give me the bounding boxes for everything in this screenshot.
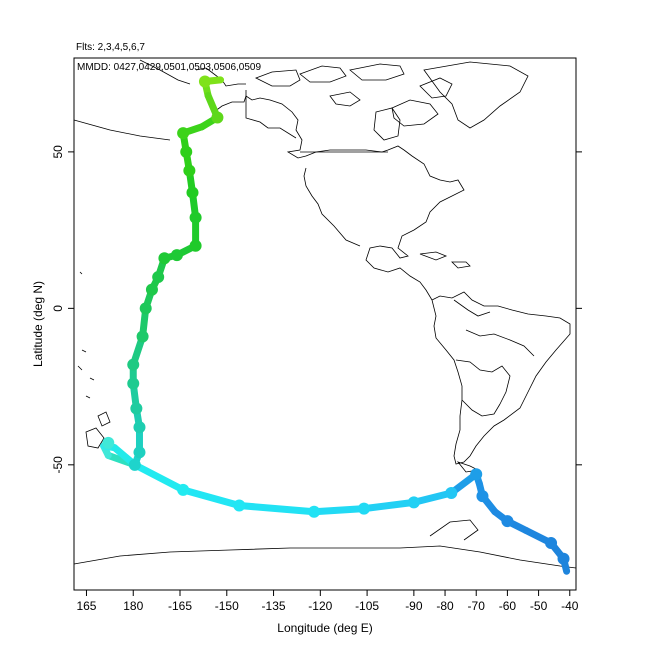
y-tick-label: 0 xyxy=(51,305,65,312)
stop-marker xyxy=(133,421,146,434)
stop-marker xyxy=(545,537,558,550)
stop-marker xyxy=(501,515,514,528)
stop-marker xyxy=(189,239,202,252)
flight-stop-markers xyxy=(102,75,570,565)
x-tick-label: -70 xyxy=(468,599,486,613)
track-segment xyxy=(131,461,187,494)
stop-marker xyxy=(130,402,143,415)
x-tick-label: -80 xyxy=(436,599,454,613)
x-tick-label: -60 xyxy=(499,599,517,613)
y-tick-label: -50 xyxy=(51,456,65,474)
coastline-map xyxy=(73,59,577,569)
stop-marker xyxy=(127,358,140,371)
stop-marker xyxy=(170,249,183,262)
x-tick-label: -165 xyxy=(168,599,192,613)
stop-marker xyxy=(198,75,211,88)
stop-marker xyxy=(189,211,202,224)
x-tick-label: -135 xyxy=(262,599,286,613)
stop-marker xyxy=(136,330,149,343)
y-axis: 50 0 -50 xyxy=(51,145,582,474)
track-segment xyxy=(179,486,243,510)
y-tick-label: 50 xyxy=(51,145,65,159)
stop-marker xyxy=(183,164,196,177)
track-segment xyxy=(235,502,318,516)
x-tick-label: -120 xyxy=(308,599,332,613)
x-tick-label: -50 xyxy=(530,599,548,613)
stop-marker xyxy=(152,271,165,284)
x-axis-title: Longitude (deg E) xyxy=(277,621,372,635)
stop-marker xyxy=(233,499,246,512)
stop-marker xyxy=(186,186,199,199)
stop-marker xyxy=(139,302,152,315)
y-axis-title: Latitude (deg N) xyxy=(31,281,45,367)
stop-marker xyxy=(470,468,483,481)
x-tick-label: -105 xyxy=(355,599,379,613)
x-axis: 165 180 -165 -150 -135 -120 -105 -90 -80 -70 -60 -5… xyxy=(76,590,579,613)
x-tick-label: -90 xyxy=(405,599,423,613)
stop-marker xyxy=(127,377,140,390)
stop-marker xyxy=(476,490,489,503)
stop-marker xyxy=(557,552,570,565)
stop-marker xyxy=(180,145,193,158)
stop-marker xyxy=(145,283,158,296)
stop-marker xyxy=(133,446,146,459)
stop-marker xyxy=(211,111,224,124)
stop-marker xyxy=(445,486,458,499)
dates-label: MMDD: 0427,0429,0501,0503,0506,0509 xyxy=(77,62,261,73)
track-segment xyxy=(310,505,368,516)
stop-marker xyxy=(177,483,190,496)
track-segment xyxy=(360,498,418,513)
x-tick-label: 165 xyxy=(76,599,96,613)
stop-marker xyxy=(177,127,190,140)
stop-marker xyxy=(128,458,141,471)
x-tick-label: 180 xyxy=(123,599,143,613)
stop-marker xyxy=(407,496,420,509)
stop-marker xyxy=(158,252,171,265)
stop-marker xyxy=(102,436,115,449)
x-tick-label: -150 xyxy=(215,599,239,613)
x-tick-label: -40 xyxy=(561,599,579,613)
plot-frame xyxy=(73,57,577,591)
track-segment xyxy=(410,489,455,506)
stop-marker xyxy=(357,502,370,515)
flights-label: Flts: 2,3,4,5,6,7 xyxy=(76,42,145,53)
stop-marker xyxy=(308,505,321,518)
